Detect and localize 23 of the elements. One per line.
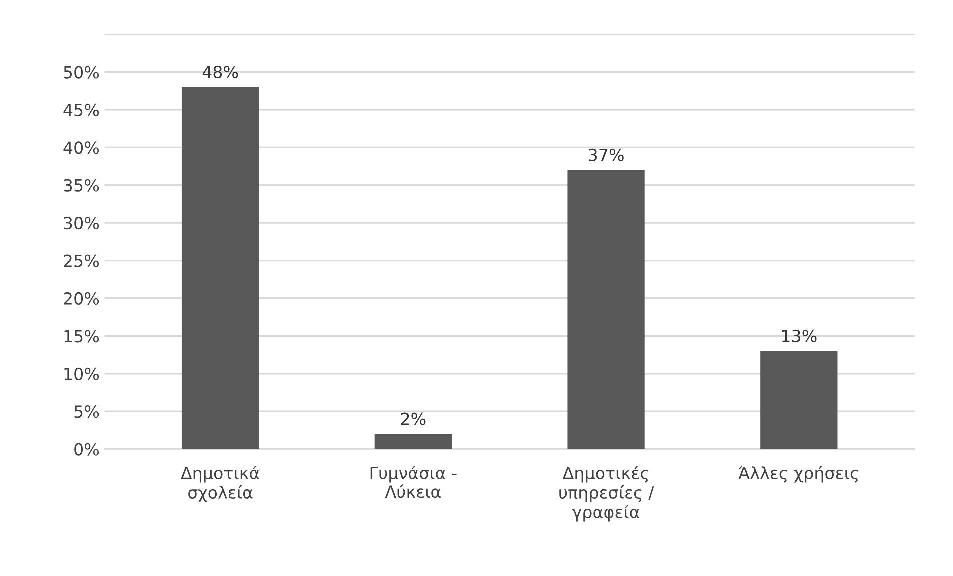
bar [568,170,645,450]
y-tick-label: 35% [64,179,100,192]
y-tick-label: 45% [64,104,100,117]
x-tick-label: Δημοτικές υπηρεσίες / γραφεία [560,466,654,522]
y-tick-label: 25% [64,254,100,268]
x-tick-label: Γυμνάσια - Λύκεια [370,466,457,498]
y-tick-label: 15% [64,330,100,343]
data-label: 13% [782,330,817,342]
y-tick-label: 30% [64,217,100,230]
data-label: 2% [401,412,426,426]
y-tick-label: 50% [64,66,100,79]
y-tick-label: 10% [64,368,100,380]
y-tick-label: 40% [64,142,100,154]
bar [182,87,260,450]
data-label: 48% [202,66,238,79]
y-tick-label: 20% [64,292,100,306]
bar [760,351,838,450]
y-tick-label: 0% [74,443,100,456]
data-label: 37% [589,148,624,162]
bar [374,434,452,450]
y-tick-label: 5% [74,406,100,418]
x-tick-label: Δημοτικά σχολεία [181,466,260,502]
x-tick-label: Άλλες χρήσεις [738,466,858,483]
